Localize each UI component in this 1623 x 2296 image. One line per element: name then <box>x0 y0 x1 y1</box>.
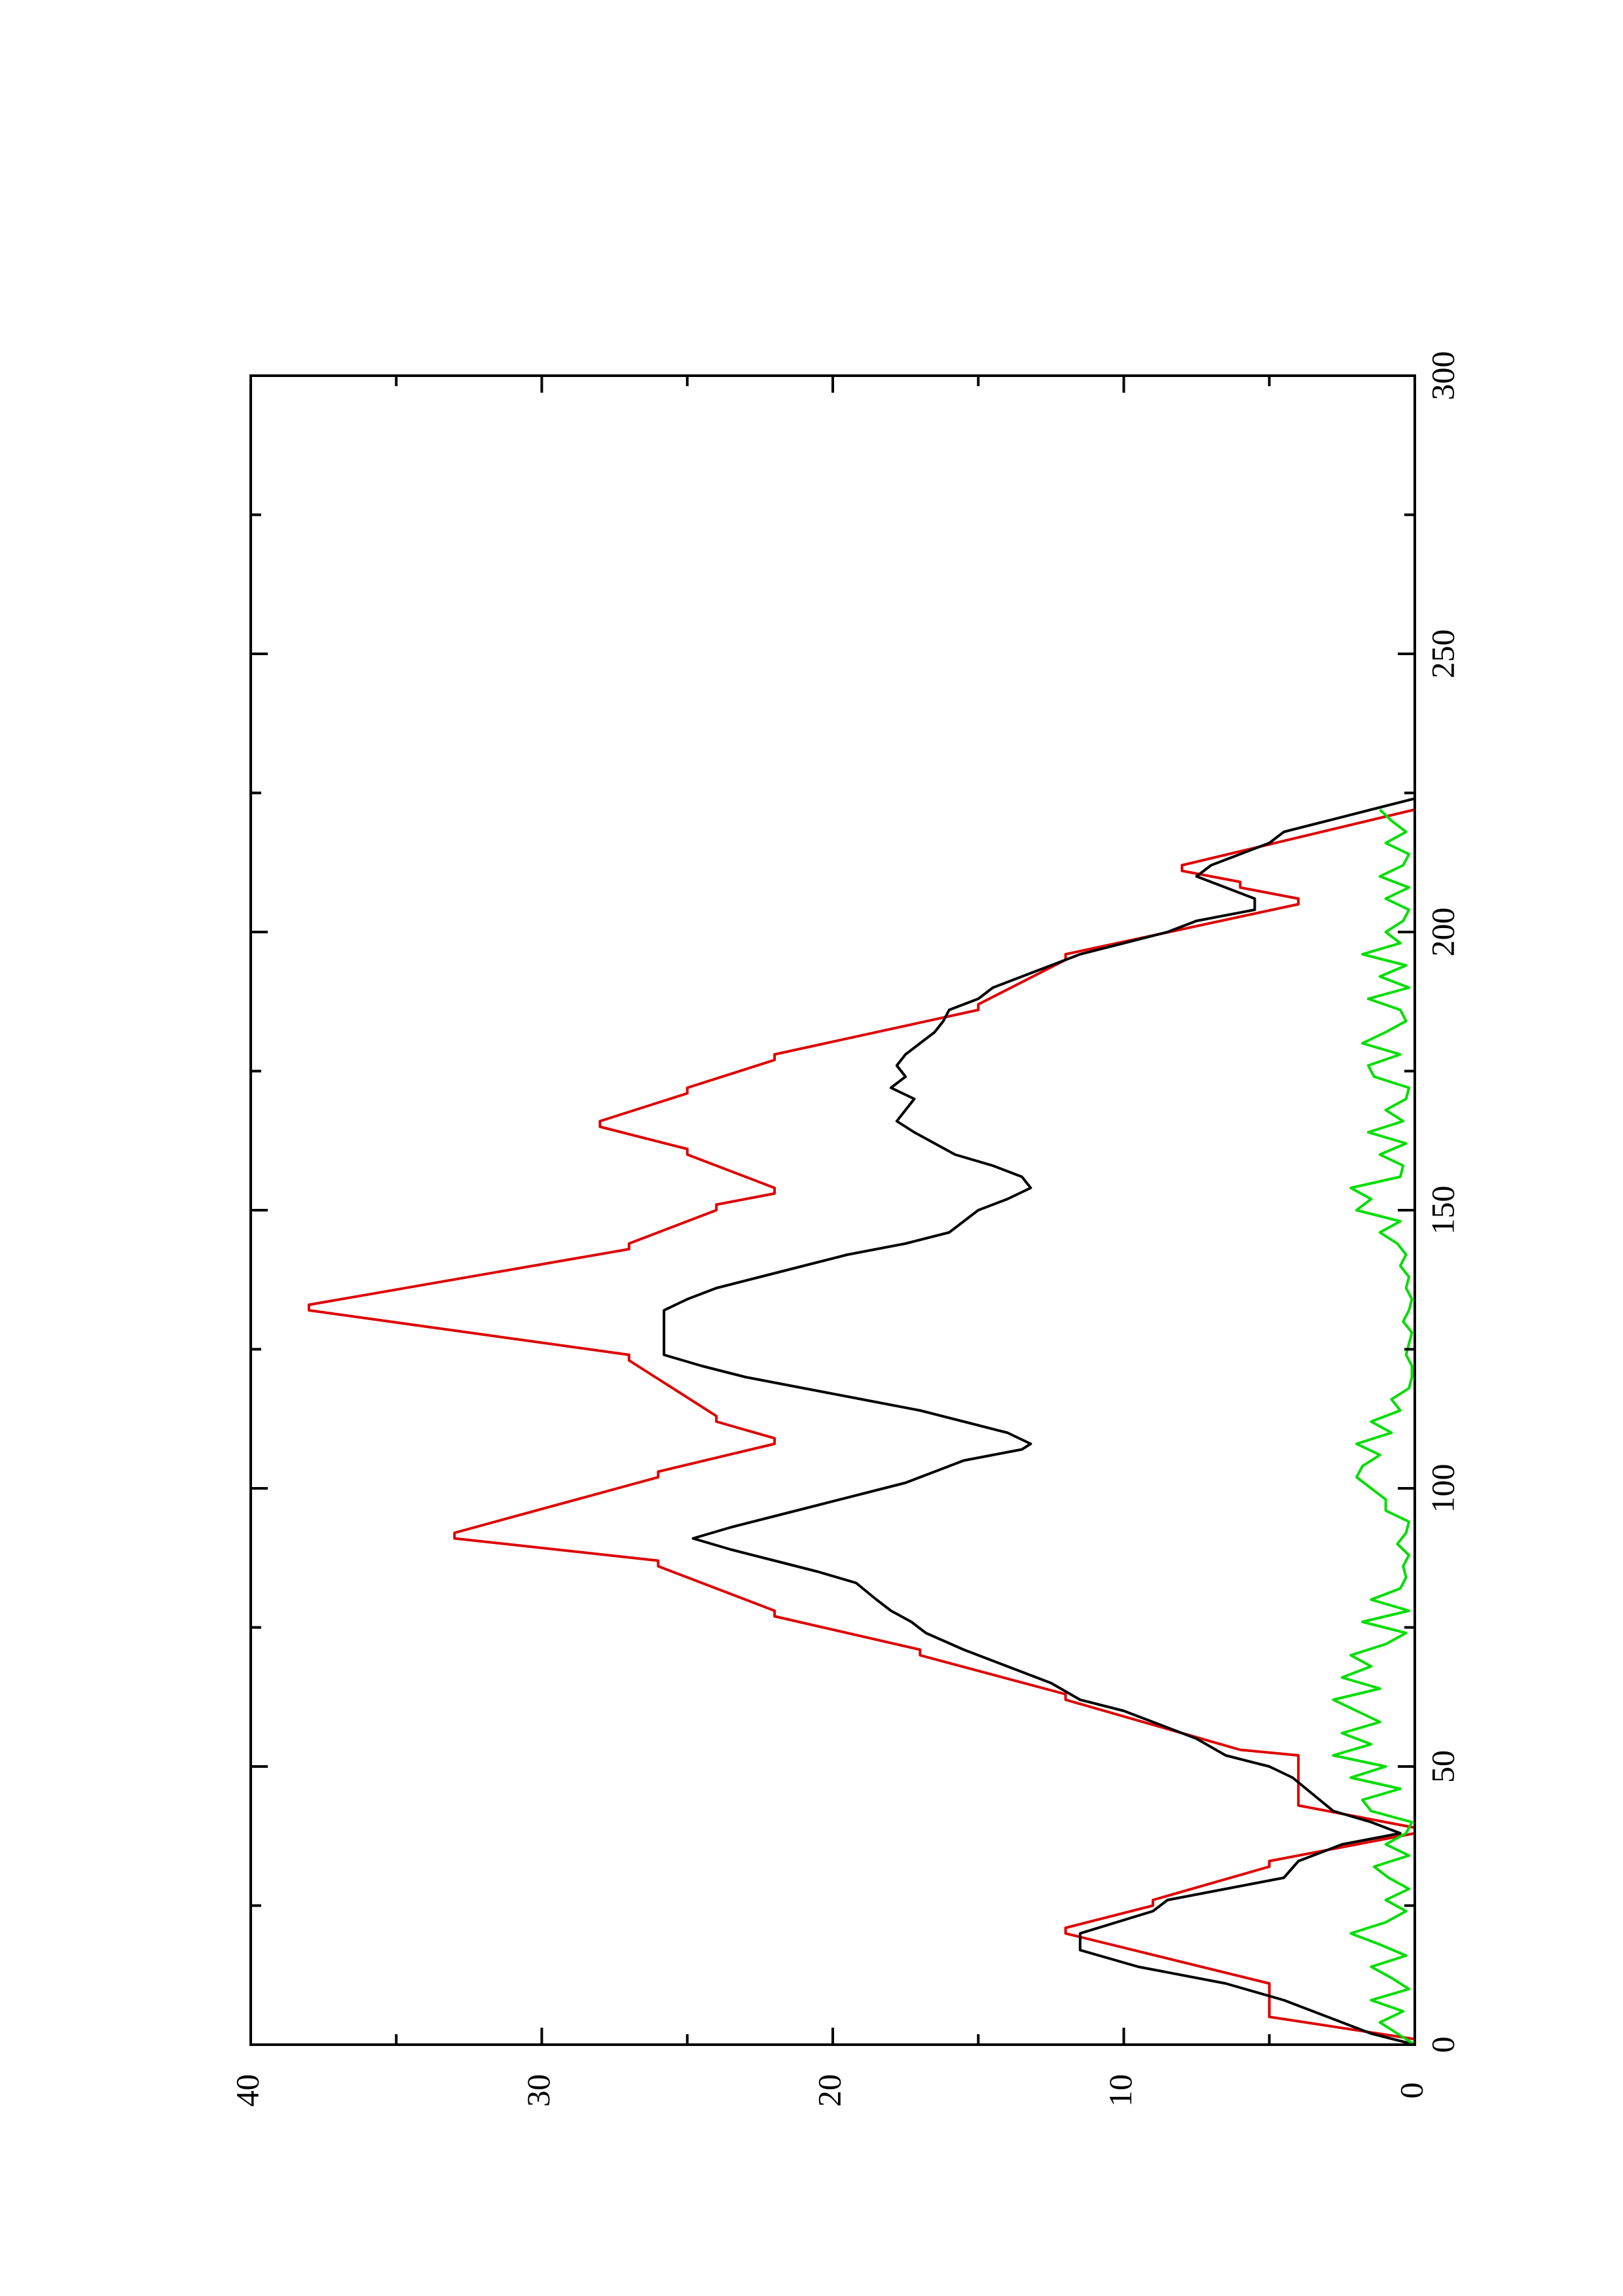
x-tick-label: 300 <box>1424 351 1461 401</box>
x-tick-label: 100 <box>1424 1464 1461 1513</box>
y-tick-label: 20 <box>811 2074 847 2107</box>
labels-layer: 0 50 100 150 200 250 300 0 10 20 30 40 <box>228 351 1461 2108</box>
x-tick-label: 0 <box>1424 2037 1461 2053</box>
y-tick-label: 10 <box>1102 2074 1139 2107</box>
x-tick-label: 50 <box>1424 1750 1461 1783</box>
x-tick-label: 150 <box>1424 1186 1461 1235</box>
series-layer <box>307 793 1416 2046</box>
series-line-2 <box>663 797 1415 2046</box>
y-tick-label: 0 <box>1393 2083 1429 2099</box>
y-tick-label: 40 <box>228 2074 265 2107</box>
series-line-3 <box>1332 808 1416 2046</box>
y-tick-label: 30 <box>520 2074 556 2107</box>
plot-frame <box>249 374 1416 2046</box>
x-tick-label: 200 <box>1424 908 1461 957</box>
ticks-layer <box>249 374 1416 2046</box>
series-line-1 <box>307 793 1416 2045</box>
x-tick-label: 250 <box>1424 630 1461 679</box>
